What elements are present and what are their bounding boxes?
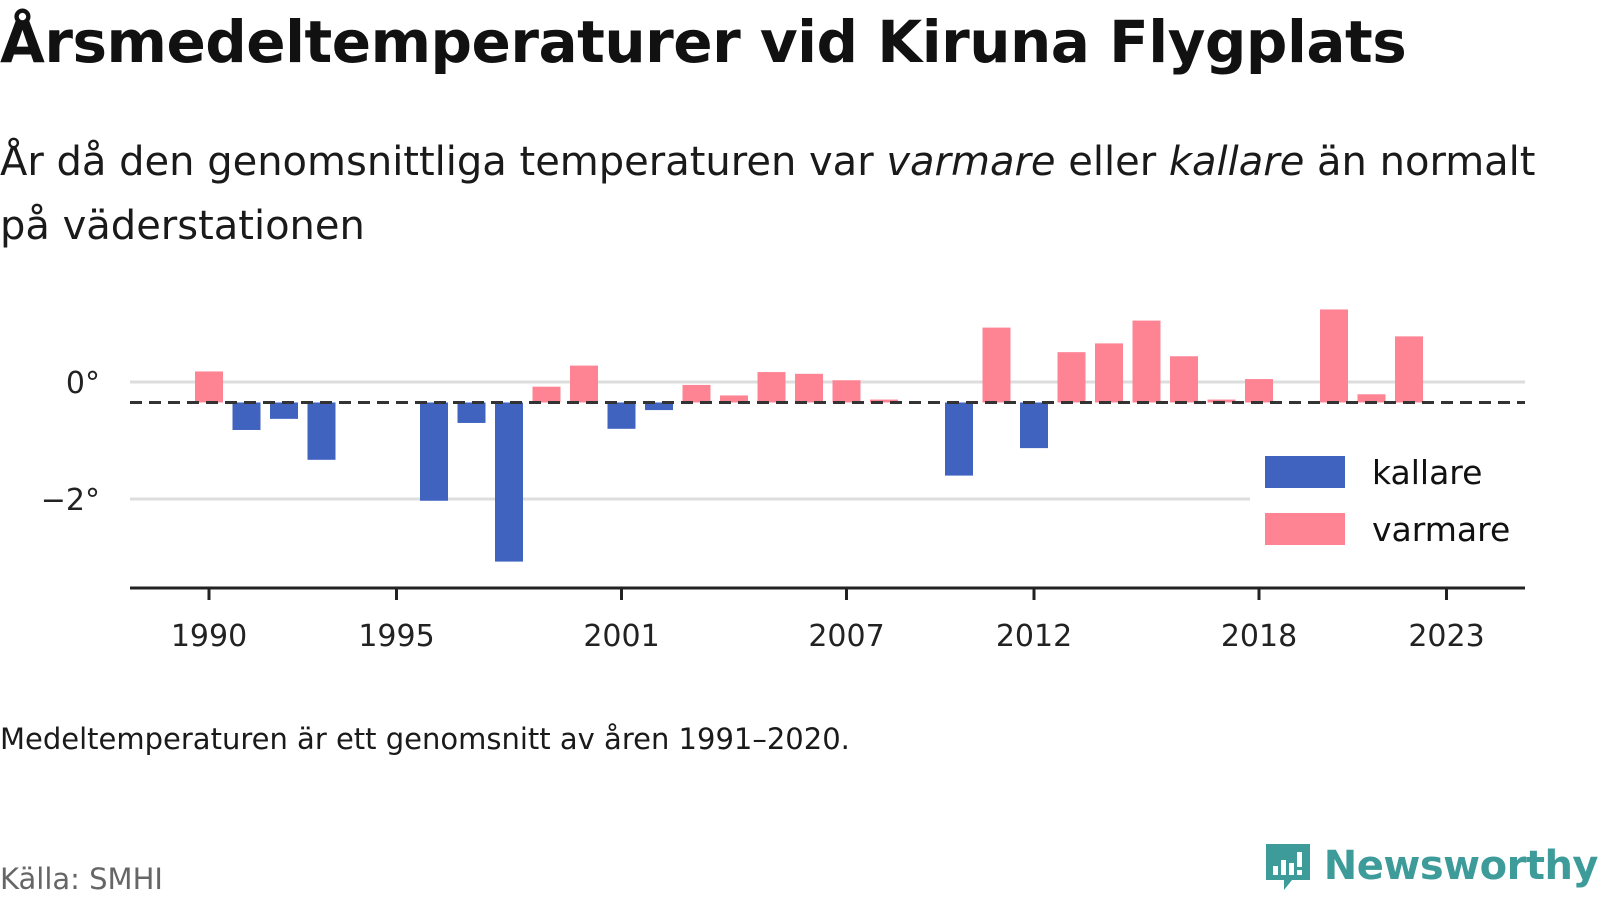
subtitle-part-2: eller: [1055, 139, 1169, 185]
footnote: Medeltemperaturen är ett genomsnitt av å…: [0, 722, 850, 756]
bar-2006: [795, 373, 823, 403]
subtitle-part-3: än normalt på väderstationen: [0, 139, 1536, 249]
newsworthy-logo-icon: [1265, 844, 1310, 890]
brand-name: Newsworthy: [1323, 843, 1599, 889]
brand-logo[interactable]: Newsworthy: [1262, 840, 1599, 892]
bar-2011: [982, 327, 1011, 403]
bar-2001: [607, 402, 636, 429]
legend-label-varmare: varmare: [1372, 510, 1510, 549]
bar-2000: [570, 365, 598, 403]
bar-1999: [532, 386, 561, 403]
bar-2021: [1357, 394, 1386, 403]
subtitle-emphasis-warmer: varmare: [886, 139, 1056, 185]
x-tick-label: 2012: [996, 619, 1072, 654]
bar-2007: [832, 380, 861, 403]
bar-2020: [1320, 309, 1348, 403]
bar-1998: [495, 402, 523, 562]
bar-2014: [1095, 343, 1123, 403]
legend-swatch-kallare: [1265, 456, 1345, 488]
bar-2005: [757, 372, 786, 403]
bar-2008: [870, 399, 898, 403]
bar-2022: [1395, 336, 1423, 403]
bar-2013: [1057, 352, 1086, 403]
bar-1996: [420, 402, 448, 501]
bar-2015: [1132, 320, 1161, 403]
subtitle-part-1: År då den genomsnittliga temperaturen va…: [0, 139, 887, 185]
page-subtitle: År då den genomsnittliga temperaturen va…: [0, 130, 1560, 258]
bar-2012: [1020, 402, 1048, 449]
source-credit: Källa: SMHI: [0, 862, 163, 896]
x-tick-label: 2023: [1408, 619, 1484, 654]
bar-2002: [645, 402, 673, 411]
y-tick-label: 0°: [66, 366, 100, 401]
legend-swatch-varmare: [1265, 513, 1345, 545]
x-tick-label: 2018: [1221, 619, 1297, 654]
bar-1993: [307, 402, 336, 460]
bar-2018: [1245, 379, 1273, 403]
page-title: Årsmedeltemperaturer vid Kiruna Flygplat…: [0, 8, 1407, 76]
bar-2016: [1170, 356, 1198, 403]
bar-2004: [720, 395, 748, 403]
x-tick-label: 1995: [358, 619, 434, 654]
bar-1997: [457, 402, 486, 423]
bar-1990: [195, 371, 223, 403]
x-tick-label: 1990: [171, 619, 247, 654]
legend: kallare varmare: [1250, 448, 1540, 568]
bar-1991: [232, 402, 261, 430]
bars-layer: [195, 309, 1423, 562]
x-tick-label: 2001: [583, 619, 659, 654]
bar-chart: 0° −2° 1990 1995 2001 2007 2012 2018 2023 kallar…: [41, 309, 1540, 654]
bar-2003: [682, 384, 711, 403]
bar-1992: [270, 402, 298, 419]
x-tick-label: 2007: [808, 619, 884, 654]
legend-label-kallare: kallare: [1372, 453, 1482, 492]
axis-layer: 0° −2° 1990 1995 2001 2007 2012 2018 2023: [41, 366, 1525, 654]
bar-2010: [945, 402, 973, 476]
y-tick-label: −2°: [41, 483, 100, 518]
subtitle-emphasis-colder: kallare: [1168, 139, 1305, 185]
